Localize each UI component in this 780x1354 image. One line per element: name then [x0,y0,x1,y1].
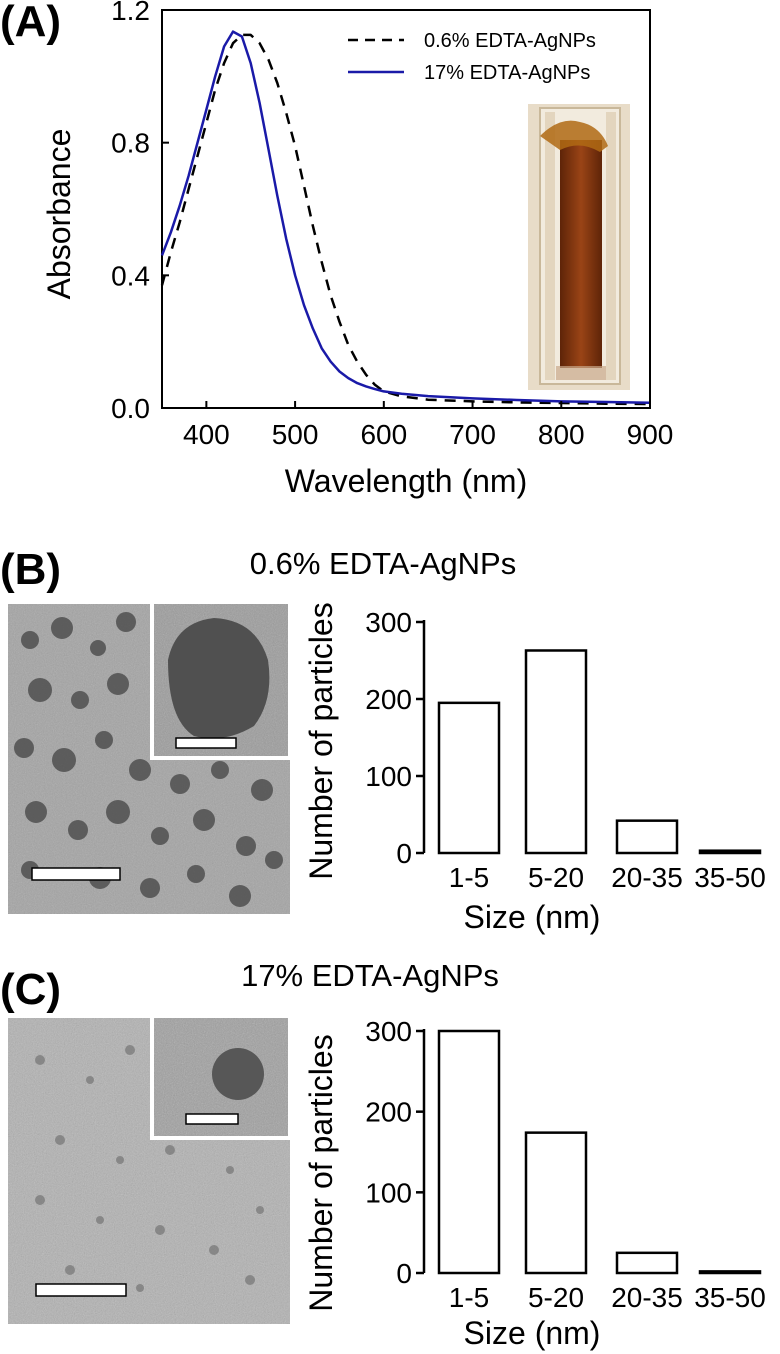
y-tick-label: 0 [396,1258,412,1289]
y-tick-label: 0.4 [111,260,150,291]
y-tick-label: 0.8 [111,128,150,159]
size-histogram-17: 1-5 5-20 20-35 35-50 0 100 200 300 Size (nm) Nu… [303,1016,766,1351]
y-tick-label: 1.2 [111,0,150,26]
x-tick-label: 400 [183,419,230,450]
y-tick-label: 0 [396,838,412,869]
y-tick-label: 300 [365,607,412,638]
scale-bar [35,1283,127,1297]
bar-35-50 [698,849,762,855]
bar-20-35 [615,819,679,855]
bar-5-20 [524,1131,588,1275]
x-tick-label: 35-50 [694,1282,766,1313]
legend-label-dashed: 0.6% EDTA-AgNPs [424,30,596,52]
scale-bar [31,867,121,881]
size-histogram-0.6: 1-5 5-20 20-35 35-50 0 100 200 300 Size (nm) Nu… [303,602,766,935]
series-line-solid [160,30,651,404]
absorbance-chart: 400 500 600 700 800 900 0.0 0.4 0.8 1.2 0.6% EDTA… [41,0,673,499]
y-tick-label: 200 [365,684,412,715]
legend-label-solid: 17% EDTA-AgNPs [424,62,590,84]
x-tick-label: 700 [449,419,496,450]
x-tick-label: 800 [538,419,585,450]
y-tick-label: 300 [365,1016,412,1047]
bar-1-5 [437,701,501,855]
x-tick-label: 1-5 [449,1282,489,1313]
y-tick-label: 200 [365,1097,412,1128]
tem-micrograph-17 [8,1016,290,1324]
bar-35-50 [698,1270,762,1275]
y-axis-title-b: Number of particles [303,602,339,879]
x-tick-label: 5-20 [528,1282,584,1313]
y-tick-label: 100 [365,1177,412,1208]
bar-20-35 [615,1251,679,1275]
x-axis-title-c: Size (nm) [464,1315,601,1351]
y-axis-title: Absorbance [41,129,77,300]
y-tick-label: 100 [365,761,412,792]
y-axis-title-c: Number of particles [303,1034,339,1311]
x-axis-title: Wavelength (nm) [285,463,527,499]
bar-1-5 [437,1029,501,1275]
x-tick-label: 5-20 [528,862,584,893]
series-line-dashed [160,33,651,406]
legend: 0.6% EDTA-AgNPs 17% EDTA-AgNPs [348,30,596,84]
panel-c-label: (C) [0,965,61,1014]
panel-b-label: (B) [0,545,61,594]
panel-a-label: (A) [0,0,61,46]
x-axis-title-b: Size (nm) [464,899,601,935]
bar-5-20 [524,649,588,855]
x-tick-label: 20-35 [611,1282,683,1313]
panel-b-title: 0.6% EDTA-AgNPs [250,546,516,581]
tem-micrograph-0.6 [8,602,290,914]
x-tick-label: 500 [272,419,319,450]
y-tick-label: 0.0 [111,393,150,424]
x-tick-label: 1-5 [449,862,489,893]
cuvette-photo [528,104,630,390]
x-tick-label: 35-50 [694,862,766,893]
x-tick-label: 20-35 [611,862,683,893]
plot-area-frame [161,9,651,409]
x-tick-label: 600 [360,419,407,450]
panel-c-title: 17% EDTA-AgNPs [241,958,499,993]
x-tick-label: 900 [627,419,674,450]
